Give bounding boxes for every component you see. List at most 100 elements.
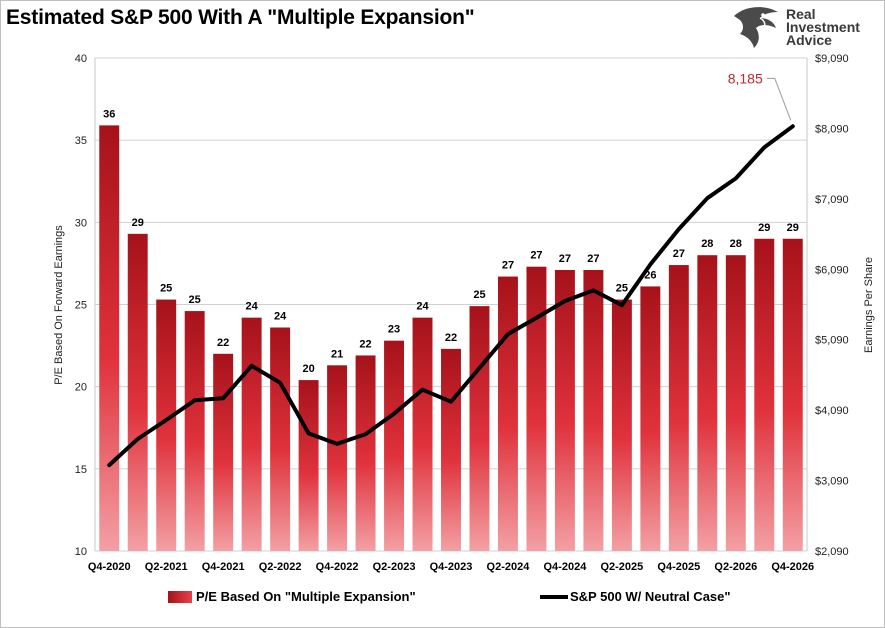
legend-swatch-line bbox=[540, 594, 568, 599]
bar bbox=[469, 306, 490, 551]
right-axis-label: Earnings Per Share bbox=[863, 257, 875, 353]
left-axis-label: P/E Based On Forward Earnings bbox=[53, 225, 65, 385]
bar-data-label: 29 bbox=[758, 222, 770, 234]
legend-swatch-bar bbox=[168, 590, 192, 603]
legend-label-line: S&P 500 W/ Neutral Case" bbox=[570, 589, 731, 604]
right-tick-label: $8,090 bbox=[815, 123, 849, 135]
right-tick-label: $7,090 bbox=[815, 194, 849, 206]
bar bbox=[497, 276, 518, 551]
x-tick-label: Q2-2024 bbox=[487, 561, 531, 573]
bar bbox=[241, 317, 262, 551]
x-tick-label: Q4-2024 bbox=[544, 561, 588, 573]
right-tick-label: $4,090 bbox=[815, 405, 849, 417]
chart-title: Estimated S&P 500 With A "Multiple Expan… bbox=[6, 6, 475, 29]
logo: Real Investment Advice bbox=[730, 4, 870, 52]
x-tick-label: Q2-2022 bbox=[259, 561, 302, 573]
x-tick-label: Q2-2026 bbox=[714, 561, 757, 573]
bar bbox=[184, 311, 205, 551]
left-tick-label: 20 bbox=[75, 382, 87, 394]
bar bbox=[355, 355, 376, 551]
bar bbox=[640, 286, 661, 551]
bar-data-label: 22 bbox=[359, 338, 371, 350]
bar-data-label: 23 bbox=[388, 324, 400, 336]
bar bbox=[583, 269, 604, 551]
left-tick-label: 35 bbox=[75, 135, 87, 147]
bar bbox=[412, 317, 433, 551]
annotation: 8,185 bbox=[728, 70, 792, 121]
bar-data-label: 24 bbox=[416, 301, 429, 313]
annotation-label: 8,185 bbox=[728, 70, 763, 86]
bar-data-label: 29 bbox=[787, 222, 799, 234]
right-tick-label: $3,090 bbox=[815, 476, 849, 488]
logo-line-3: Advice bbox=[786, 32, 832, 48]
bar-data-label: 27 bbox=[502, 260, 514, 272]
right-tick-label: $5,090 bbox=[815, 335, 849, 347]
x-tick-label: Q2-2021 bbox=[145, 561, 188, 573]
left-tick-label: 30 bbox=[75, 217, 87, 229]
eagle-head-icon bbox=[734, 7, 778, 49]
bar-data-label: 25 bbox=[616, 283, 628, 295]
x-tick-label: Q2-2023 bbox=[373, 561, 416, 573]
bar bbox=[127, 233, 148, 551]
x-tick-label: Q4-2022 bbox=[316, 561, 359, 573]
sp500-line bbox=[107, 124, 795, 468]
x-axis-ticks: Q4-2020 Q2-2021 Q4-2021 Q2-2022 Q4-2022 Q2-20… bbox=[88, 561, 814, 573]
bar-data-label: 25 bbox=[473, 289, 485, 301]
annotation-leader-line bbox=[766, 77, 792, 121]
bar bbox=[611, 299, 632, 551]
bar-data-label: 22 bbox=[445, 332, 457, 344]
left-tick-label: 15 bbox=[75, 464, 87, 476]
bar bbox=[725, 255, 746, 551]
bar-data-label: 27 bbox=[530, 250, 542, 262]
bar-data-label: 25 bbox=[160, 283, 172, 295]
bar-data-label: 36 bbox=[103, 108, 115, 120]
bar-data-label: 26 bbox=[644, 269, 656, 281]
bar-data-label: 29 bbox=[132, 217, 144, 229]
bar bbox=[697, 255, 718, 551]
bar-data-label: 27 bbox=[673, 248, 685, 260]
x-tick-label: Q4-2025 bbox=[657, 561, 700, 573]
bar-data-label: 21 bbox=[331, 348, 343, 360]
bar bbox=[213, 353, 234, 551]
bar bbox=[298, 380, 319, 551]
right-tick-label: $2,090 bbox=[815, 546, 849, 558]
bar bbox=[156, 299, 177, 551]
left-tick-label: 25 bbox=[75, 300, 87, 312]
bar bbox=[668, 265, 689, 551]
logo-line-2: Investment bbox=[786, 19, 860, 35]
x-tick-label: Q2-2025 bbox=[600, 561, 643, 573]
x-tick-label: Q4-2026 bbox=[771, 561, 814, 573]
legend-item-bars: P/E Based On "Multiple Expansion" bbox=[168, 589, 416, 604]
bar-data-label: 24 bbox=[274, 311, 287, 323]
bar-data-label: 22 bbox=[217, 337, 229, 349]
logo-text: Real Investment Advice bbox=[786, 7, 860, 48]
legend-item-line: S&P 500 W/ Neutral Case" bbox=[540, 589, 731, 604]
bar bbox=[554, 269, 575, 551]
bar-data-label: 25 bbox=[189, 294, 201, 306]
bar bbox=[327, 365, 348, 551]
bar bbox=[526, 266, 547, 551]
bar bbox=[270, 327, 291, 551]
bar-data-labels: 36 29 25 25 22 24 24 20 21 22 23 24 22 25 27 27 27 27 25 26… bbox=[103, 108, 799, 375]
legend-label-bars: P/E Based On "Multiple Expansion" bbox=[196, 589, 416, 604]
bar-data-label: 27 bbox=[587, 253, 599, 265]
right-tick-label: $9,090 bbox=[815, 53, 849, 65]
bar-data-label: 20 bbox=[302, 363, 314, 375]
bar-data-label: 28 bbox=[701, 238, 713, 250]
right-tick-label: $6,090 bbox=[815, 264, 849, 276]
right-axis-ticks: $2,090 $3,090 $4,090 $5,090 $6,090 $7,090 $8,0… bbox=[815, 53, 849, 558]
bar bbox=[441, 348, 461, 551]
bar bbox=[782, 238, 803, 551]
line-series bbox=[107, 124, 795, 468]
bar bbox=[754, 238, 775, 551]
left-axis-ticks: 10 15 20 25 30 35 40 bbox=[75, 53, 87, 558]
bar bbox=[384, 340, 405, 551]
bar-data-label: 27 bbox=[559, 253, 571, 265]
left-tick-label: 40 bbox=[75, 53, 87, 65]
x-tick-label: Q4-2021 bbox=[202, 561, 245, 573]
bar-data-label: 24 bbox=[246, 301, 259, 313]
bar-series bbox=[99, 125, 803, 552]
bar bbox=[99, 125, 120, 552]
x-tick-label: Q4-2020 bbox=[88, 561, 131, 573]
